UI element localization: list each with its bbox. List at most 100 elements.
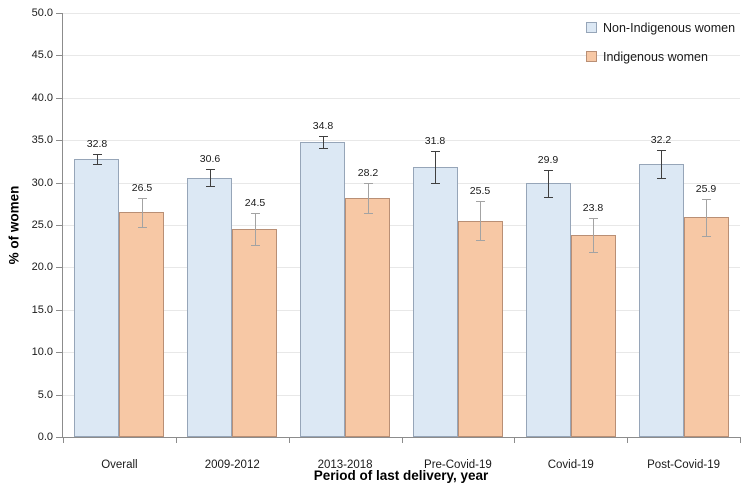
bar-value-label: 32.2 — [650, 133, 672, 146]
error-bar-cap — [364, 182, 373, 184]
error-bar-cap — [544, 197, 553, 199]
y-tick-label: 45.0 — [31, 49, 53, 62]
x-tick — [627, 438, 628, 443]
bar-non-indigenous-women — [300, 141, 346, 437]
bar-value-label: 34.8 — [312, 119, 334, 132]
x-tick — [514, 438, 515, 443]
bar-indigenous-women — [457, 220, 503, 437]
y-tick-label: 5.0 — [37, 388, 53, 401]
y-tick — [56, 267, 62, 269]
y-tick — [56, 394, 62, 396]
bar-value-label: 29.9 — [537, 153, 559, 166]
x-category-label: Post-Covid-19 — [647, 459, 720, 471]
legend: Non-Indigenous women Indigenous women — [586, 17, 735, 75]
error-bar-cap — [657, 178, 666, 180]
bar-non-indigenous-women — [638, 163, 684, 437]
error-bar-cap — [431, 151, 440, 153]
x-category-label: Overall — [101, 459, 138, 471]
error-bar — [142, 197, 143, 227]
bar-value-label: 32.8 — [86, 137, 108, 150]
error-bar — [593, 218, 594, 253]
error-bar — [480, 201, 481, 241]
y-tick — [56, 225, 62, 226]
bar-value-label: 25.9 — [695, 182, 717, 195]
y-tick-label: 0.0 — [37, 431, 53, 443]
y-tick-label: 20.0 — [31, 261, 53, 274]
x-category-label: Covid-19 — [547, 459, 594, 471]
x-tick — [63, 438, 64, 443]
x-tick — [289, 438, 290, 443]
legend-swatch-icon — [586, 51, 597, 62]
y-tick — [56, 97, 62, 99]
error-bar — [97, 153, 98, 164]
bar-value-label: 26.5 — [131, 181, 153, 194]
legend-label: Indigenous women — [603, 49, 708, 64]
y-tick — [56, 182, 62, 184]
bar-value-label: 23.8 — [582, 202, 604, 215]
error-bar-cap — [476, 201, 485, 203]
legend-swatch-icon — [586, 22, 597, 33]
y-tick-label: 15.0 — [31, 303, 53, 316]
error-bar — [706, 198, 707, 236]
error-bar — [210, 169, 211, 186]
error-bar-cap — [138, 226, 147, 228]
error-bar — [323, 135, 324, 148]
bar-value-label: 28.2 — [357, 166, 379, 179]
bar-indigenous-women — [683, 217, 729, 437]
error-bar-cap — [206, 169, 215, 171]
y-axis-line — [62, 13, 63, 438]
bar-non-indigenous-women — [187, 177, 233, 437]
bar-non-indigenous-women — [525, 183, 571, 437]
gridline — [63, 182, 740, 184]
gridline — [63, 267, 740, 269]
gridline — [63, 13, 740, 14]
gridline — [63, 225, 740, 226]
legend-label: Non-Indigenous women — [603, 20, 736, 35]
bar-value-label: 31.8 — [424, 135, 446, 148]
error-bar — [255, 213, 256, 246]
error-bar-cap — [251, 213, 260, 215]
x-category-label: Pre-Covid-19 — [424, 459, 492, 471]
plot-area: 0.0 5.0 10.0 15.0 20.0 25.0 30.0 35.0 40.0 45.0 50… — [32, 7, 741, 471]
error-bar-cap — [589, 252, 598, 254]
bar-non-indigenous-women — [74, 158, 120, 437]
x-tick — [740, 438, 741, 443]
error-bar-cap — [138, 197, 147, 199]
error-bar-cap — [319, 147, 328, 149]
x-category-label: 2013-2018 — [317, 459, 373, 471]
y-tick — [56, 13, 62, 14]
y-tick-label: 35.0 — [31, 134, 53, 147]
y-tick-label: 10.0 — [31, 346, 53, 359]
error-bar-cap — [251, 245, 260, 247]
x-tick — [402, 438, 403, 443]
y-tick — [56, 352, 62, 354]
bar-indigenous-women — [570, 235, 616, 437]
bar-value-label: 25.5 — [469, 185, 491, 198]
y-tick-label: 50.0 — [31, 7, 53, 19]
legend-item: Non-Indigenous women — [586, 17, 735, 38]
error-bar-cap — [93, 153, 102, 155]
y-tick-label: 40.0 — [31, 91, 53, 104]
gridline — [63, 394, 740, 396]
x-category-label: 2009-2012 — [204, 459, 260, 471]
error-bar-cap — [431, 183, 440, 185]
error-bar-cap — [589, 218, 598, 220]
x-axis-line — [62, 437, 741, 438]
error-bar-cap — [93, 163, 102, 165]
error-bar — [661, 149, 662, 179]
error-bar-cap — [476, 240, 485, 242]
error-bar-cap — [364, 213, 373, 215]
error-bar — [368, 182, 369, 214]
y-tick-label: 30.0 — [31, 176, 53, 189]
gridline — [63, 55, 740, 57]
y-tick — [56, 437, 62, 438]
bar-value-label: 24.5 — [244, 197, 266, 210]
bar-indigenous-women — [119, 212, 165, 437]
error-bar — [435, 151, 436, 184]
x-axis-title: Period of last delivery, year — [313, 468, 489, 483]
gridline — [63, 140, 740, 142]
bar-non-indigenous-women — [412, 167, 458, 437]
y-tick — [56, 140, 62, 142]
error-bar — [548, 169, 549, 197]
